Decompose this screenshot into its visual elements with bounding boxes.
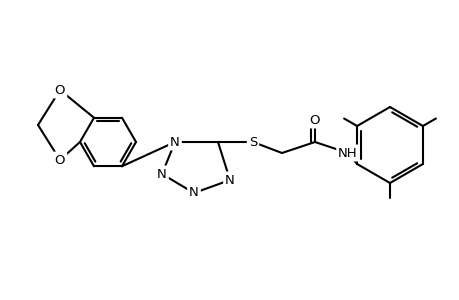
Text: N: N (189, 187, 198, 200)
Text: N: N (170, 136, 179, 148)
Text: N: N (224, 173, 235, 187)
Text: O: O (55, 83, 65, 97)
Text: S: S (248, 136, 257, 148)
Text: O: O (55, 154, 65, 166)
Text: N: N (157, 167, 167, 181)
Text: O: O (309, 113, 319, 127)
Text: NH: NH (337, 146, 357, 160)
